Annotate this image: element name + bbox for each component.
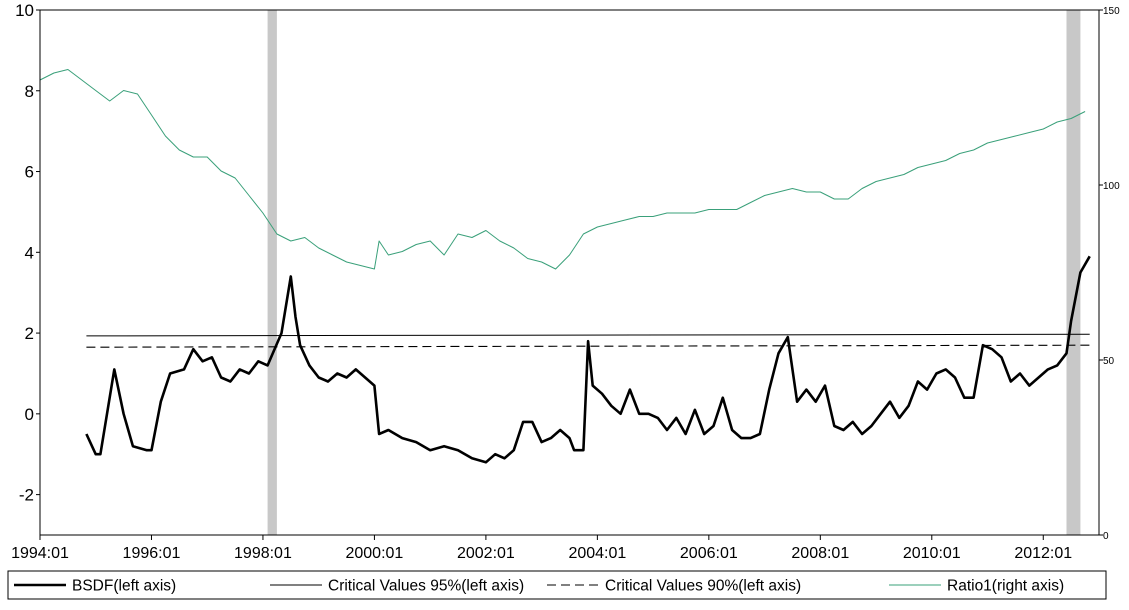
right-tick-label: 0 [1103,531,1109,542]
legend-label: Ratio1(right axis) [947,578,1064,595]
series-line-ratio1-right-axis [39,69,1086,270]
right-tick-label: 150 [1103,6,1120,17]
shaded-period [267,10,277,535]
left-tick-label: 2 [25,324,34,343]
x-tick-label: 2012:01 [1014,545,1072,562]
left-tick-label: -2 [19,486,34,505]
legend: BSDF(left axis) Critical Values 95%(left … [7,570,1107,600]
left-tick-label: 6 [25,163,34,182]
shaded-period [1066,10,1081,535]
right-tick-label: 100 [1103,181,1120,192]
left-tick-label: 10 [15,1,34,20]
series-lines [39,69,1091,464]
plot-frame [39,9,1100,536]
legend-label: Critical Values 90%(left axis) [605,578,801,595]
x-tick-label: 2008:01 [791,545,849,562]
x-tick-label: 2000:01 [345,545,403,562]
x-tick-label: 1994:01 [11,545,69,562]
legend-label: BSDF(left axis) [72,578,176,595]
series-line-bsdf-left-axis [85,255,1091,464]
x-tick-label: 1996:01 [123,545,181,562]
x-tick-label: 2004:01 [568,545,626,562]
series-line-critical-values-95-left-axis [86,333,1090,337]
x-tick-label: 2006:01 [680,545,738,562]
x-tick-label: 2010:01 [903,545,961,562]
legend-label: Critical Values 95%(left axis) [328,578,524,595]
right-tick-label: 50 [1103,356,1115,367]
left-tick-label: 8 [25,82,34,101]
left-tick-label: 4 [25,243,34,262]
x-tick-label: 2002:01 [457,545,515,562]
left-tick-label: 0 [25,405,34,424]
x-tick-label: 1998:01 [234,545,292,562]
shaded-periods [267,10,1081,535]
